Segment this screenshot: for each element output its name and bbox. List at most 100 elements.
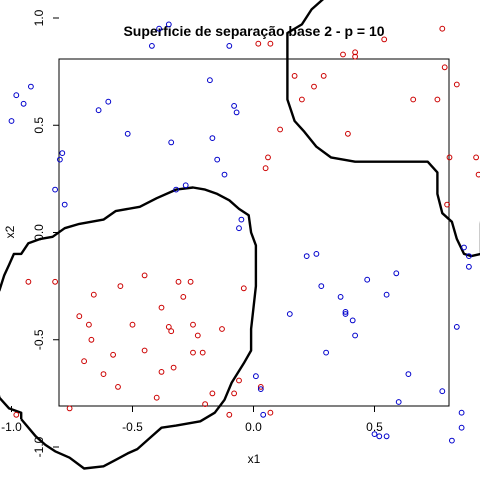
x-axis-label: x1 — [248, 452, 261, 466]
blue-point-30 — [286, 311, 293, 317]
red-point-41 — [291, 73, 298, 79]
blue-point-2 — [13, 92, 20, 99]
y-tick-label-5: 0.5 — [32, 117, 46, 134]
red-point-8 — [88, 336, 95, 343]
red-point-44 — [320, 73, 327, 79]
red-point-19 — [158, 369, 165, 375]
blue-point-13 — [156, 25, 163, 32]
red-point-48 — [352, 53, 359, 60]
blue-point-16 — [173, 186, 180, 193]
blue-point-22 — [226, 43, 233, 49]
blue-point-33 — [318, 283, 325, 290]
red-point-16 — [141, 272, 148, 279]
blue-point-24 — [233, 109, 240, 116]
blue-point-50 — [453, 324, 460, 330]
blue-point-54 — [466, 263, 472, 270]
blue-point-47 — [405, 371, 412, 378]
blue-point-48 — [439, 388, 446, 395]
red-point-54 — [444, 201, 451, 208]
blue-point-34 — [323, 349, 330, 356]
red-point-20 — [165, 324, 172, 330]
red-point-1 — [13, 411, 20, 418]
blue-point-26 — [238, 216, 245, 223]
red-point-42 — [299, 96, 305, 103]
red-point-49 — [381, 36, 388, 43]
red-point-27 — [190, 349, 196, 356]
x-tick-label-2: -1.0 — [1, 420, 22, 434]
red-point-30 — [202, 401, 209, 408]
blue-point-36 — [342, 309, 349, 315]
red-point-25 — [187, 278, 194, 285]
blue-point-10 — [105, 98, 112, 105]
red-point-51 — [434, 96, 441, 103]
red-point-55 — [446, 154, 453, 161]
red-point-29 — [199, 349, 206, 356]
red-point-11 — [110, 351, 116, 358]
blue-point-35 — [337, 294, 344, 300]
red-point-31 — [209, 390, 216, 397]
red-point-15 — [141, 347, 148, 354]
blue-point-27 — [253, 373, 259, 380]
red-point-4 — [66, 405, 73, 412]
blue-point-42 — [376, 433, 383, 440]
data-points — [8, 21, 480, 444]
blue-point-12 — [149, 43, 155, 49]
y-axis-label: x2 — [3, 225, 17, 238]
blue-point-46 — [395, 399, 402, 405]
blue-point-3 — [20, 100, 27, 107]
y-axis: -1.5-1.0-0.50.00.51.01.5 — [32, 9, 59, 457]
red-point-3 — [52, 278, 58, 285]
red-point-60 — [267, 40, 274, 47]
decision-boundary — [0, 0, 480, 470]
x-axis: -1.5-1.0-0.50.00.51.01.5 — [1, 406, 383, 434]
red-point-7 — [86, 321, 92, 328]
blue-point-49 — [449, 437, 455, 444]
blue-point-14 — [165, 21, 172, 28]
boundary-curve-2 — [286, 0, 480, 258]
blue-point-1 — [8, 118, 15, 124]
red-point-33 — [226, 411, 233, 418]
red-point-59 — [255, 40, 262, 47]
blue-point-9 — [95, 107, 102, 114]
red-point-50 — [410, 96, 417, 103]
blue-point-45 — [393, 270, 400, 277]
red-point-18 — [158, 304, 165, 311]
red-point-36 — [240, 285, 247, 292]
blue-point-53 — [461, 244, 467, 251]
red-point-10 — [100, 371, 107, 378]
y-tick-label-2: -1.0 — [32, 436, 46, 457]
red-point-52 — [439, 25, 446, 32]
blue-point-44 — [383, 433, 390, 440]
blue-point-43 — [383, 291, 390, 298]
red-point-38 — [265, 154, 271, 161]
red-point-21 — [168, 328, 175, 335]
red-point-23 — [175, 278, 182, 285]
blue-point-39 — [352, 332, 359, 339]
red-point-53 — [441, 64, 448, 71]
x-tick-label-4: 0.0 — [245, 420, 262, 434]
y-tick-label-6: 1.0 — [32, 9, 46, 26]
red-point-9 — [90, 291, 97, 298]
blue-point-20 — [214, 156, 221, 163]
blue-point-55 — [466, 253, 472, 260]
blue-point-6 — [57, 156, 63, 163]
red-point-17 — [153, 394, 160, 401]
blue-point-23 — [231, 103, 238, 109]
blue-point-5 — [52, 186, 58, 193]
blue-point-21 — [221, 171, 228, 178]
x-tick-label-3: -0.5 — [122, 420, 143, 434]
red-point-45 — [340, 51, 346, 58]
red-point-28 — [194, 332, 201, 339]
red-point-39 — [267, 409, 274, 416]
red-point-35 — [236, 377, 242, 384]
blue-point-28 — [257, 386, 264, 393]
red-point-6 — [81, 358, 87, 365]
red-point-61 — [262, 165, 269, 172]
y-tick-label-4: 0.0 — [32, 224, 46, 241]
blue-point-8 — [61, 201, 68, 208]
red-point-37 — [257, 384, 264, 390]
blue-point-31 — [303, 253, 310, 260]
red-point-5 — [76, 313, 83, 320]
red-point-58 — [475, 171, 480, 178]
